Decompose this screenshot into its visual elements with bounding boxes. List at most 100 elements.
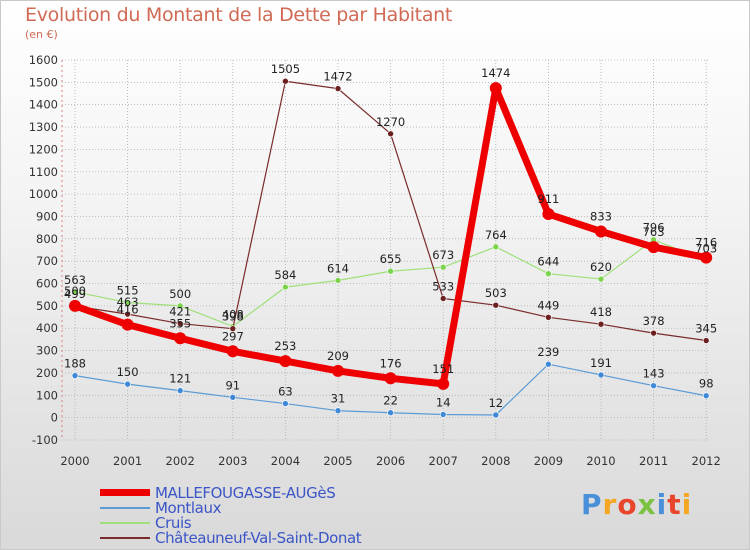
series-layer [69, 77, 713, 419]
data-label: 345 [695, 322, 717, 336]
y-tick-label: 300 [36, 344, 58, 358]
data-point [282, 77, 289, 85]
data-label: 355 [169, 316, 191, 330]
data-point [124, 299, 131, 306]
data-point [702, 392, 710, 400]
data-point [121, 318, 134, 331]
y-tick-label: 1200 [29, 142, 58, 156]
data-label: 98 [699, 377, 714, 391]
data-point [492, 411, 500, 419]
data-label: 1505 [271, 62, 300, 76]
data-label: 14 [436, 396, 451, 410]
data-label: 833 [590, 209, 612, 223]
data-label: 378 [643, 314, 665, 328]
data-label: 1474 [481, 66, 510, 80]
data-label: 209 [327, 349, 349, 363]
x-tick-label: 2008 [481, 454, 510, 468]
data-label: 253 [274, 339, 296, 353]
data-point [124, 310, 131, 318]
y-tick-label: 200 [36, 366, 58, 380]
data-label: 176 [380, 356, 402, 370]
data-label: 911 [537, 192, 559, 206]
data-label: 421 [169, 305, 191, 319]
data-point [387, 409, 394, 417]
legend-swatch-montlaux [100, 507, 150, 509]
data-point [597, 320, 605, 328]
data-label: 297 [222, 329, 244, 343]
data-point [384, 372, 397, 385]
data-point [226, 345, 239, 358]
data-label: 503 [485, 286, 507, 300]
data-point [176, 302, 184, 310]
legend-label-cruis: Cruis [155, 514, 192, 532]
x-tick-label: 2005 [323, 454, 352, 468]
data-label: 31 [331, 392, 346, 406]
x-tick-label: 2002 [166, 454, 195, 468]
x-tick-label: 2011 [639, 454, 668, 468]
data-point [71, 288, 79, 296]
data-label: 12 [488, 396, 503, 410]
data-label: 239 [537, 345, 559, 359]
data-label: 416 [117, 303, 139, 317]
data-point [545, 270, 552, 277]
data-label: 796 [643, 221, 665, 235]
data-label: 22 [383, 394, 398, 408]
x-tick-label: 2010 [586, 454, 615, 468]
data-point [387, 267, 394, 275]
legend-swatch-chateauneuf [100, 537, 150, 539]
y-tick-label: 700 [36, 254, 58, 268]
x-tick-label: 2007 [429, 454, 458, 468]
y-tick-label: 100 [36, 388, 58, 402]
data-point [597, 275, 605, 283]
data-label: 191 [590, 356, 612, 370]
data-point [702, 337, 710, 344]
y-tick-label: 1300 [29, 120, 58, 134]
data-label: 533 [432, 280, 454, 294]
y-tick-label: 1000 [29, 187, 58, 201]
data-label: 63 [278, 385, 293, 399]
x-tick-label: 2004 [271, 454, 300, 468]
data-label: 499 [64, 287, 86, 301]
data-point [282, 400, 289, 407]
data-point [279, 355, 292, 368]
data-point [489, 82, 502, 95]
data-label-layer: 188 150 121 91 63 31 22 14 12 239 191 143 98 563 515 50… [64, 62, 717, 410]
axis-layer: -100 0 100 200 300 400 500 600 700 800 900 1000 1100… [29, 53, 721, 468]
data-label: 500 [169, 287, 191, 301]
data-label: 500 [64, 284, 86, 298]
data-point [124, 380, 131, 388]
data-label: 151 [432, 362, 454, 376]
data-label: 644 [537, 255, 559, 269]
y-tick-label: 1500 [29, 75, 58, 89]
data-point [492, 301, 500, 309]
data-point [334, 407, 342, 415]
y-tick-label: 1400 [29, 98, 58, 112]
x-tick-label: 2001 [113, 454, 142, 468]
data-label: 143 [643, 367, 665, 381]
legend-swatch-mallefougasse [100, 489, 150, 496]
data-point [69, 299, 81, 312]
data-point [229, 394, 237, 401]
data-label: 188 [64, 357, 86, 371]
data-point [647, 241, 660, 254]
chart-title: Evolution du Montant de la Dette par Hab… [25, 4, 453, 26]
y-tick-label: 600 [36, 277, 58, 291]
y-tick-label: 400 [36, 321, 58, 335]
data-point [71, 372, 79, 379]
y-tick-label: 500 [36, 299, 58, 313]
y-tick-label: 1600 [29, 53, 58, 67]
data-point [492, 243, 500, 251]
data-label: 408 [222, 307, 244, 321]
data-point [282, 283, 289, 291]
data-point [439, 295, 447, 302]
x-tick-label: 2000 [60, 454, 89, 468]
data-label: 515 [117, 284, 139, 298]
legend-label-chateauneuf: Châteauneuf-Val-Saint-Donat [155, 529, 362, 547]
y-tick-label: -100 [32, 433, 58, 447]
data-point [700, 251, 713, 264]
data-point [545, 360, 552, 368]
data-label: 1472 [323, 70, 352, 84]
data-point [439, 263, 447, 271]
data-point [332, 364, 344, 377]
